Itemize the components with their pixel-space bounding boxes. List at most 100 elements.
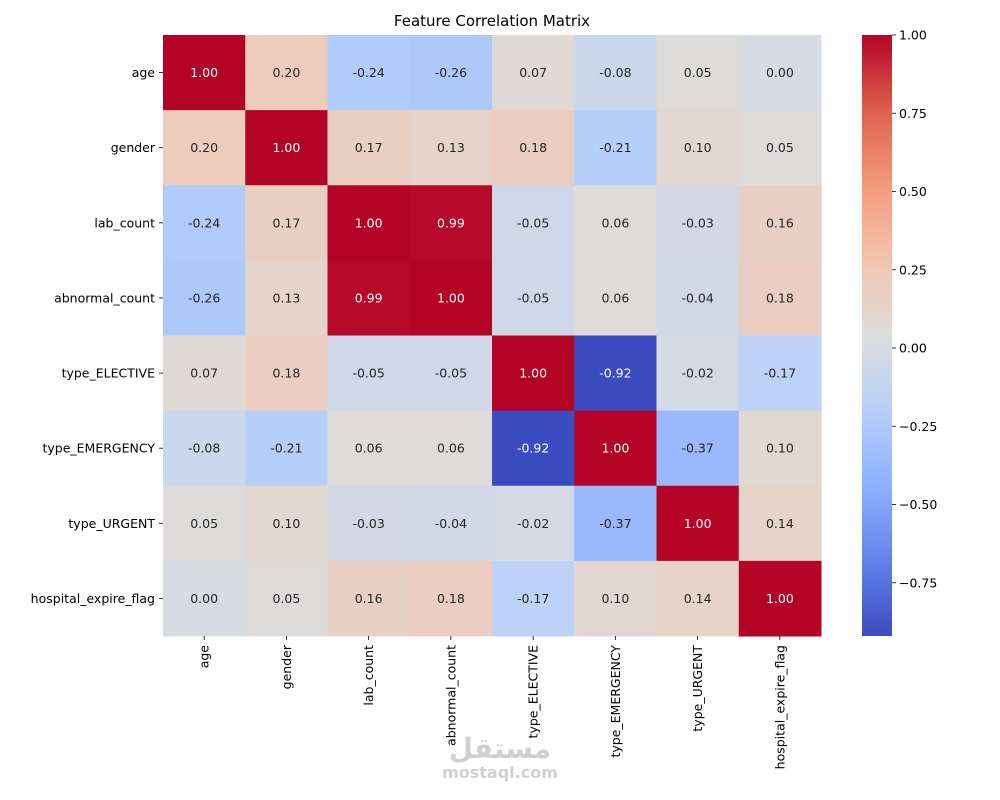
cell-value-label: 0.16 [766,215,794,230]
heatmap-cell [738,110,822,186]
heatmap-cell [327,410,411,487]
heatmap-cell [656,35,740,111]
cell-value-label: 0.06 [437,441,465,456]
cell-value-label: -0.37 [681,441,713,456]
heatmap-cell [574,260,657,336]
cell-value-label: 0.16 [355,591,383,606]
cell-value-label: 0.06 [601,215,629,230]
heatmap-cell [245,560,328,637]
heatmap-cell [656,260,740,336]
cell-value-label: -0.05 [517,215,549,230]
heatmap-cell [574,410,657,487]
cell-value-label: 0.05 [684,65,712,80]
cell-value-label: -0.08 [188,441,220,456]
heatmap-cell [492,185,575,261]
cell-value-label: -0.04 [435,516,467,531]
heatmap-cell [738,35,822,111]
cell-value-label: -0.08 [599,65,631,80]
cell-value-label: -0.21 [270,441,302,456]
heatmap-cells: 1.00 0.20 -0.24 -0.26 0.07 -0.08 0.05 0.00 0.20 1… [163,35,822,637]
cell-value-label: 1.00 [684,516,712,531]
cell-value-label: 0.10 [601,591,629,606]
heatmap-cell [492,110,575,186]
heatmap-cell [574,335,657,412]
cell-value-label: 1.00 [355,215,383,230]
y-tick-label: type_ELECTIVE [62,366,156,381]
colorbar-tick-label: −0.75 [899,575,937,590]
colorbar-tick-label: 0.50 [899,184,927,199]
x-tick-label: type_ELECTIVE [526,645,541,739]
x-tick-label: type_URGENT [690,645,705,732]
cell-value-label: -0.03 [352,516,384,531]
chart-title: Feature Correlation Matrix [394,12,590,30]
heatmap-cell [574,560,657,637]
heatmap-cell [327,35,411,111]
x-tick-label: type_EMERGENCY [608,645,623,758]
cell-value-label: -0.17 [764,366,796,381]
cell-value-label: 0.17 [355,140,383,155]
cell-value-label: 0.14 [684,591,712,606]
cell-value-label: 0.99 [437,215,465,230]
y-tick-label: lab_count [94,215,155,230]
heatmap-cell [409,335,493,412]
cell-value-label: 1.00 [190,65,218,80]
heatmap-cell [327,335,411,412]
cell-value-label: 0.10 [272,516,300,531]
cell-value-label: -0.21 [599,140,631,155]
cell-value-label: 0.18 [519,140,547,155]
heatmap-cell [409,260,493,336]
heatmap-cell [738,560,822,637]
heatmap-cell [738,260,822,336]
cell-value-label: -0.26 [435,65,467,80]
heatmap-cell [409,185,493,261]
heatmap-cell [492,335,575,412]
heatmap-cell [492,485,575,562]
heatmap-cell [656,560,740,637]
heatmap-cell [409,410,493,487]
heatmap-cell [574,110,657,186]
cell-value-label: 0.13 [272,290,300,305]
heatmap-cell [245,485,328,562]
heatmap-cell [245,110,328,186]
heatmap-cell [327,560,411,637]
heatmap-cell [738,185,822,261]
cell-value-label: 0.06 [601,290,629,305]
cell-value-label: -0.24 [188,215,220,230]
cell-value-label: -0.05 [435,366,467,381]
cell-value-label: 1.00 [519,366,547,381]
cell-value-label: -0.37 [599,516,631,531]
cell-value-label: -0.92 [599,366,631,381]
x-tick-label: abnormal_count [443,645,458,746]
cell-value-label: -0.03 [681,215,713,230]
cell-value-label: 0.18 [437,591,465,606]
x-tick-label: age [197,645,212,669]
cell-value-label: 0.00 [766,65,794,80]
heatmap-cell [245,335,328,412]
cell-value-label: 0.18 [272,366,300,381]
heatmap-cell [163,410,246,487]
heatmap-cell [327,485,411,562]
heatmap-cell [492,35,575,111]
cell-value-label: -0.02 [517,516,549,531]
cell-value-label: -0.05 [352,366,384,381]
colorbar-tick-label: −0.25 [899,419,937,434]
x-axis-labels: age gender lab_count abnormal_count type_ELE… [197,636,787,769]
colorbar-tick-label: 0.25 [899,262,927,277]
cell-value-label: -0.24 [352,65,384,80]
heatmap-cell [245,35,328,111]
y-tick-label: gender [111,140,156,155]
heatmap-cell [409,110,493,186]
cell-value-label: 0.20 [190,140,218,155]
y-tick-label: abnormal_count [54,290,155,305]
heatmap-cell [327,110,411,186]
cell-value-label: 0.13 [437,140,465,155]
colorbar-tick-label: 0.00 [899,341,927,356]
heatmap-cell [574,185,657,261]
cell-value-label: 0.05 [190,516,218,531]
cell-value-label: 0.10 [684,140,712,155]
cell-value-label: 0.10 [766,441,794,456]
cell-value-label: 0.00 [190,591,218,606]
watermark-text: mostaql.com [442,763,558,782]
heatmap-cell [656,335,740,412]
